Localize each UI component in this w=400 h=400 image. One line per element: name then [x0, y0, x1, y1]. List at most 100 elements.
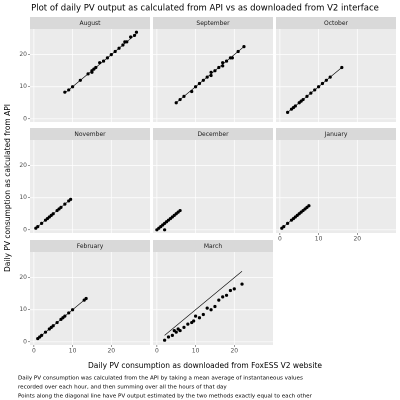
point: [197, 81, 202, 86]
point: [201, 78, 205, 82]
y-tick-label: 10: [19, 194, 27, 201]
point: [182, 325, 186, 329]
point: [67, 311, 71, 315]
y-tick-label: 0: [23, 338, 27, 345]
point: [328, 75, 332, 79]
strip-label: September: [196, 20, 230, 27]
point: [193, 314, 198, 318]
caption: Points along the diagonal line have PV o…: [18, 394, 313, 400]
strip: [153, 128, 273, 140]
point: [192, 319, 196, 323]
point: [232, 287, 236, 291]
y-tick-label: 10: [19, 306, 27, 313]
strip-label: January: [324, 131, 348, 138]
point: [205, 75, 209, 79]
point: [221, 61, 225, 65]
strip: [276, 17, 396, 29]
point: [313, 88, 317, 92]
point: [213, 69, 217, 73]
point: [209, 73, 213, 78]
point: [324, 78, 328, 82]
point: [166, 335, 171, 339]
point: [163, 338, 167, 342]
point: [36, 224, 40, 229]
strip: [276, 128, 396, 140]
x-tick-label: 0: [278, 236, 282, 243]
point: [193, 85, 198, 89]
point: [69, 197, 73, 201]
point: [84, 296, 88, 301]
point: [224, 59, 229, 63]
point: [305, 94, 309, 98]
point: [240, 282, 244, 286]
x-tick-label: 0: [32, 348, 36, 355]
point: [132, 33, 137, 38]
strip: [153, 17, 273, 29]
point: [309, 91, 313, 95]
y-axis-label: Daily PV consumption as calculated from …: [3, 104, 12, 272]
y-tick-label: 20: [19, 51, 27, 58]
point: [174, 101, 178, 105]
point: [121, 43, 125, 47]
x-axis-label: Daily PV consumption as downloaded from …: [88, 361, 322, 370]
point: [182, 94, 186, 98]
point: [221, 64, 225, 68]
point: [51, 324, 55, 328]
x-tick-label: 10: [69, 348, 77, 355]
point: [286, 221, 290, 225]
point: [224, 293, 229, 297]
strip: [30, 17, 150, 29]
x-tick-label: 20: [107, 348, 115, 355]
point: [201, 312, 205, 317]
point: [286, 110, 290, 114]
x-tick-label: 20: [230, 348, 238, 355]
point: [242, 45, 246, 49]
point: [40, 333, 44, 337]
y-tick-label: 20: [19, 274, 27, 281]
chart-title: Plot of daily PV output as calculated fr…: [31, 4, 379, 14]
strip: [153, 240, 273, 252]
point: [307, 204, 311, 208]
strip-label: November: [74, 131, 106, 138]
point: [40, 221, 44, 225]
point: [163, 228, 167, 232]
point: [63, 202, 67, 206]
x-tick-label: 20: [353, 236, 361, 243]
point: [59, 205, 63, 209]
panel-background: [153, 252, 273, 345]
strip-label: August: [80, 20, 102, 27]
point: [320, 81, 325, 86]
panel-background: [30, 29, 150, 122]
point: [340, 65, 344, 70]
caption: recorded over each hour, and then summin…: [18, 385, 227, 391]
point: [174, 330, 178, 334]
point: [316, 85, 321, 89]
point: [63, 314, 67, 318]
point: [230, 56, 234, 60]
point: [86, 72, 90, 76]
strip-label: October: [324, 20, 349, 27]
y-tick-label: 0: [23, 115, 27, 122]
x-tick-label: 10: [315, 236, 323, 243]
y-tick-label: 20: [19, 162, 27, 169]
point: [109, 53, 113, 57]
strip: [30, 240, 150, 252]
point: [209, 70, 213, 74]
point: [98, 61, 102, 65]
panel-background: [30, 252, 150, 345]
point: [217, 65, 221, 70]
point: [205, 306, 209, 310]
point: [55, 320, 59, 325]
point: [282, 224, 286, 229]
y-tick-label: 10: [19, 83, 27, 90]
point: [293, 104, 297, 108]
point: [101, 59, 106, 63]
point: [63, 90, 67, 94]
point: [301, 97, 305, 102]
point: [178, 208, 182, 213]
caption: Daily PV consumption was calculated from…: [18, 376, 303, 382]
point: [213, 304, 217, 309]
strip: [30, 128, 150, 140]
panel-background: [153, 29, 273, 122]
